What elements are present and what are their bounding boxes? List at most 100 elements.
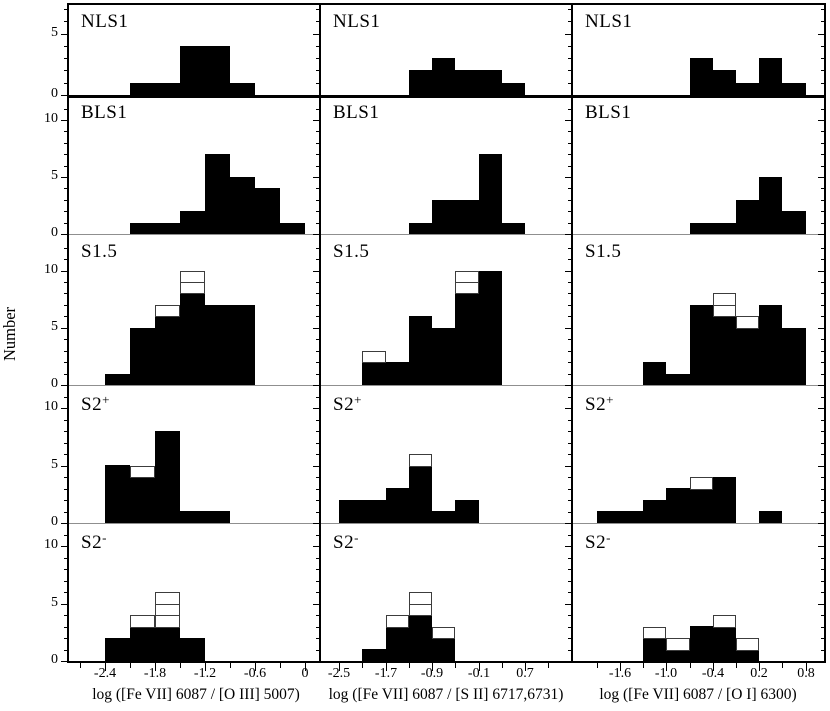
- y-axis-tick: [568, 154, 572, 155]
- y-axis-tick: [818, 328, 825, 329]
- y-axis-tick: [821, 339, 825, 340]
- y-axis-tick: [316, 489, 320, 490]
- y-axis-tick: [313, 271, 320, 272]
- y-axis-tick: [565, 95, 572, 96]
- y-axis-tick: [821, 58, 825, 59]
- x-axis-tick: [597, 663, 598, 668]
- panel-label: S1.5: [333, 241, 370, 262]
- histogram-bar: [690, 305, 713, 385]
- y-axis-tick: [821, 512, 825, 513]
- y-axis-tick: [568, 46, 572, 47]
- y-axis-tick: [568, 650, 572, 651]
- panel-label-superscript: -: [354, 530, 359, 545]
- x-axis-title-col3: log ([Fe VII] 6087 / [O I] 6300): [599, 686, 797, 703]
- y-axis-tick: [821, 248, 825, 249]
- histogram-bar: [713, 70, 736, 95]
- x-axis-tick: [80, 663, 81, 668]
- y-axis-tick: [64, 293, 68, 294]
- histogram-bar: [205, 46, 230, 95]
- open-histogram-segment: [432, 627, 455, 639]
- x-axis-tick: [806, 663, 807, 671]
- open-histogram-segment: [736, 316, 759, 329]
- y-axis-tick: [821, 293, 825, 294]
- y-axis-tick: [64, 581, 68, 582]
- y-axis-tick: [64, 443, 68, 444]
- y-axis-tick: [316, 650, 320, 651]
- y-axis-tick: [821, 362, 825, 363]
- histogram-bar: [409, 615, 432, 661]
- x-axis-tick: [155, 663, 156, 671]
- y-tick-label: 5: [51, 457, 58, 472]
- x-axis-tick: [782, 663, 783, 668]
- histogram-bar: [180, 46, 205, 95]
- y-axis-tick: [821, 109, 825, 110]
- x-axis-tick: [548, 663, 549, 668]
- y-axis-tick: [313, 604, 320, 605]
- x-axis-tick: [502, 663, 503, 668]
- x-axis-tick: [130, 663, 131, 668]
- y-axis-tick: [568, 248, 572, 249]
- histogram-bar: [479, 70, 502, 95]
- panel-label: S1.5: [585, 241, 622, 262]
- y-axis-tick: [64, 512, 68, 513]
- y-axis-tick: [821, 188, 825, 189]
- histogram-bar: [620, 511, 643, 523]
- y-axis-tick: [821, 143, 825, 144]
- y-axis-tick: [64, 489, 68, 490]
- panel-label: NLS1: [81, 11, 129, 32]
- histogram-bar: [643, 500, 666, 523]
- y-axis-tick: [316, 109, 320, 110]
- panel-label: S2+: [333, 392, 362, 415]
- histogram-bar: [155, 316, 180, 385]
- histogram-bar: [432, 328, 455, 385]
- histogram-bar: [713, 626, 736, 661]
- x-axis-tick: [620, 663, 621, 671]
- histogram-bar: [230, 305, 255, 385]
- x-axis-tick: [105, 663, 106, 671]
- y-axis-tick: [818, 177, 825, 178]
- row-divider: [69, 385, 824, 386]
- x-axis-tick: [339, 663, 340, 671]
- histogram-bar: [666, 488, 690, 523]
- y-axis-tick: [61, 34, 68, 35]
- y-axis-tick: [568, 500, 572, 501]
- y-axis-tick: [64, 477, 68, 478]
- y-axis-tick: [568, 431, 572, 432]
- open-histogram-segment: [409, 592, 432, 605]
- y-axis-tick: [316, 615, 320, 616]
- histogram-bar: [713, 223, 736, 234]
- histogram-bar: [386, 488, 409, 523]
- y-axis-tick: [818, 523, 825, 524]
- y-axis-tick: [821, 374, 825, 375]
- x-tick-label: -1.8: [143, 666, 167, 681]
- histogram-bar: [180, 638, 205, 661]
- y-axis-tick: [818, 120, 825, 121]
- x-axis-title-col1: log ([Fe VII] 6087 / [O III] 5007): [92, 686, 300, 703]
- y-axis-tick: [821, 454, 825, 455]
- column-divider: [571, 4, 573, 661]
- panel-label: S1.5: [81, 241, 118, 262]
- x-axis-tick: [305, 663, 306, 671]
- y-axis-tick: [316, 83, 320, 84]
- histogram-bar: [155, 83, 180, 95]
- y-axis-tick: [568, 339, 572, 340]
- histogram-bar: [180, 211, 205, 234]
- panel-label-superscript: +: [102, 392, 110, 407]
- x-tick-label: -0.6: [243, 666, 267, 681]
- y-axis-tick: [565, 385, 572, 386]
- y-axis-tick: [316, 454, 320, 455]
- y-tick-label: 10: [44, 399, 58, 414]
- histogram-bar: [736, 649, 759, 661]
- y-axis-tick: [568, 420, 572, 421]
- x-tick-label: -2.5: [327, 666, 351, 681]
- y-axis-tick: [316, 374, 320, 375]
- open-histogram-segment: [130, 466, 155, 478]
- y-axis-tick: [316, 592, 320, 593]
- y-axis-tick: [316, 46, 320, 47]
- y-axis-tick: [316, 9, 320, 10]
- y-axis-tick: [821, 200, 825, 201]
- y-axis-tick: [565, 234, 572, 235]
- y-axis-tick: [568, 200, 572, 201]
- y-axis-tick: [568, 512, 572, 513]
- x-axis-tick: [713, 663, 714, 671]
